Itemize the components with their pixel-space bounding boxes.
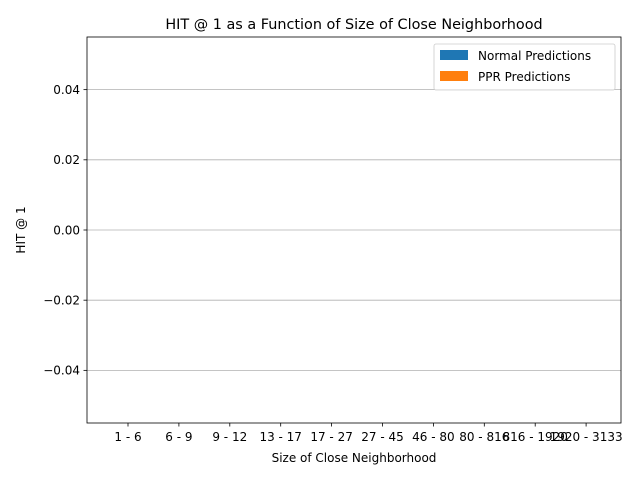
x-tick-label: 80 - 816 <box>459 430 509 444</box>
x-tick-label: 17 - 27 <box>310 430 353 444</box>
legend-swatch-normal <box>440 50 468 60</box>
x-axis-ticks: 1 - 6 6 - 9 9 - 12 13 - 17 17 - 27 27 - 45 46 … <box>114 423 623 444</box>
y-tick-label: −0.02 <box>43 293 80 307</box>
x-tick-label: 1920 - 3133 <box>550 430 623 444</box>
legend: Normal Predictions PPR Predictions <box>433 43 616 91</box>
x-tick-label: 9 - 12 <box>212 430 247 444</box>
legend-box <box>433 43 616 91</box>
y-tick-label: −0.04 <box>43 364 80 378</box>
x-tick-label: 13 - 17 <box>259 430 302 444</box>
y-tick-label: 0.00 <box>53 223 80 237</box>
legend-label-normal: Normal Predictions <box>478 49 591 63</box>
x-tick-label: 6 - 9 <box>165 430 192 444</box>
x-tick-label: 27 - 45 <box>361 430 404 444</box>
chart-title: HIT @ 1 as a Function of Size of Close N… <box>165 17 542 33</box>
y-axis-label: HIT @ 1 <box>14 206 28 253</box>
x-tick-label: 1 - 6 <box>114 430 141 444</box>
legend-swatch-ppr <box>440 71 468 81</box>
y-axis-ticks: −0.04 −0.02 0.00 0.02 0.04 <box>43 83 87 378</box>
y-tick-label: 0.04 <box>53 83 80 97</box>
x-axis-label: Size of Close Neighborhood <box>272 451 437 465</box>
gridlines <box>87 89 621 371</box>
y-tick-label: 0.02 <box>53 153 80 167</box>
legend-label-ppr: PPR Predictions <box>478 70 571 84</box>
x-tick-label: 46 - 80 <box>412 430 455 444</box>
x-tick-label: 816 - 1920 <box>502 430 567 444</box>
